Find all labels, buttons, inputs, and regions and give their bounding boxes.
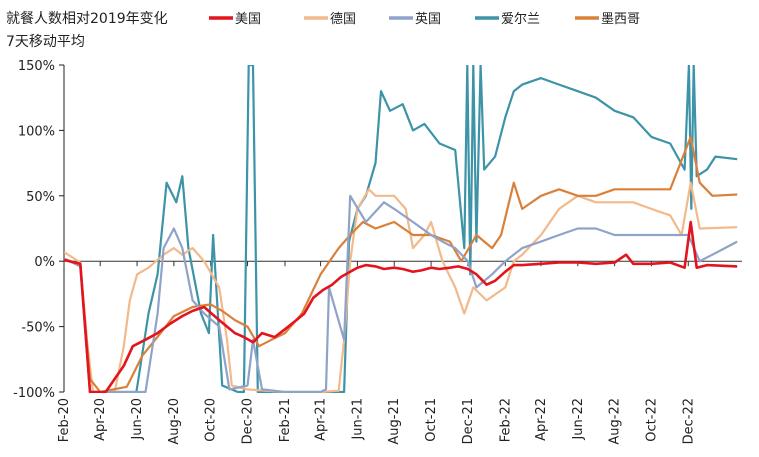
x-tick-label: Apr-21 bbox=[314, 398, 329, 441]
legend-label: 墨西哥 bbox=[601, 12, 640, 27]
y-tick-label: 50% bbox=[26, 190, 55, 205]
y-tick-label: 150% bbox=[18, 59, 55, 74]
x-tick-label: Dec-20 bbox=[241, 398, 256, 444]
x-tick-label: Feb-20 bbox=[57, 398, 72, 442]
legend-label: 英国 bbox=[415, 12, 441, 27]
x-tick-label: Oct-20 bbox=[204, 398, 219, 442]
series-line bbox=[64, 181, 738, 393]
x-tick-label: Apr-22 bbox=[534, 398, 549, 441]
x-tick-label: Aug-22 bbox=[608, 398, 623, 445]
legend-label: 爱尔兰 bbox=[501, 12, 540, 27]
y-tick-label: -50% bbox=[21, 321, 55, 336]
x-tick-label: Aug-21 bbox=[387, 398, 402, 445]
x-tick-label: Oct-22 bbox=[644, 398, 659, 442]
legend: 美国 德国 英国 爱尔兰 墨西哥 bbox=[209, 12, 640, 27]
x-tick-label: Oct-21 bbox=[424, 398, 439, 442]
y-tick-label: 100% bbox=[18, 124, 55, 139]
series-line bbox=[64, 220, 738, 393]
x-tick-label: Jun-20 bbox=[130, 398, 145, 441]
x-tick-label: Aug-20 bbox=[167, 398, 182, 445]
chart-title-line-2: 7天移动平均 bbox=[6, 34, 85, 50]
y-tick-label: 0% bbox=[34, 255, 55, 270]
x-tick-label: Feb-22 bbox=[498, 398, 513, 442]
x-tick-label: Dec-22 bbox=[681, 398, 696, 444]
chart-title-line-1: 就餐人数相对2019年变化 bbox=[6, 11, 168, 27]
legend-label: 德国 bbox=[330, 12, 356, 27]
series-line bbox=[64, 65, 738, 393]
plot-area bbox=[64, 65, 738, 393]
x-tick-label: Dec-21 bbox=[461, 398, 476, 444]
y-tick-label: -100% bbox=[13, 386, 55, 401]
series-line bbox=[64, 194, 738, 393]
x-axis: Feb-20 Apr-20 Jun-20 Aug-20 Oct-20 Dec-20 Feb-… bbox=[57, 260, 742, 445]
x-tick-label: Apr-20 bbox=[93, 398, 108, 441]
y-axis: -100% -50% 0% 50% 100% 150% bbox=[13, 59, 65, 401]
series-line bbox=[64, 135, 738, 393]
x-tick-label: Feb-21 bbox=[278, 398, 293, 442]
x-tick-label: Jun-22 bbox=[571, 398, 586, 441]
legend-label: 美国 bbox=[235, 12, 261, 27]
x-tick-label: Jun-21 bbox=[350, 398, 365, 441]
